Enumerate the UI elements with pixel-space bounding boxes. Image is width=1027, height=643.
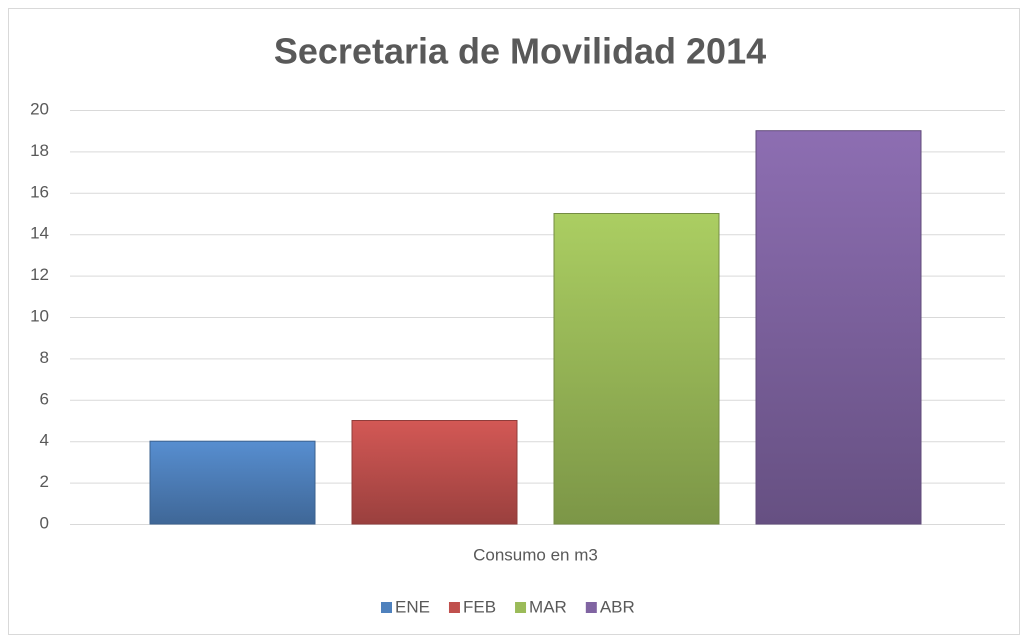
y-tick-label: 14 — [30, 224, 49, 243]
bar — [553, 213, 720, 525]
bar — [351, 420, 518, 525]
legend-marker — [381, 602, 392, 613]
legend-label: FEB — [463, 597, 496, 616]
legend-marker — [585, 602, 597, 613]
legend-label: ABR — [600, 597, 635, 616]
y-tick-label: 18 — [30, 141, 49, 160]
y-tick-label: 10 — [30, 306, 49, 325]
y-tick-label: 0 — [40, 513, 49, 532]
chart-title: Secretaria de Movilidad 2014 — [274, 31, 766, 72]
y-tick-label: 6 — [40, 389, 49, 408]
x-tick-label: Consumo en m3 — [473, 545, 598, 564]
bar — [755, 130, 922, 525]
y-tick-label: 16 — [30, 182, 49, 201]
y-tick-label: 20 — [30, 99, 49, 118]
bar — [149, 440, 316, 525]
legend-marker — [515, 602, 527, 613]
legend-label: ENE — [395, 597, 430, 616]
y-tick-label: 2 — [40, 472, 49, 491]
legend-marker — [448, 602, 460, 613]
y-tick-label: 12 — [30, 265, 49, 284]
y-tick-label: 4 — [40, 431, 49, 450]
y-tick-label: 8 — [40, 348, 49, 367]
legend-label: MAR — [529, 597, 567, 616]
